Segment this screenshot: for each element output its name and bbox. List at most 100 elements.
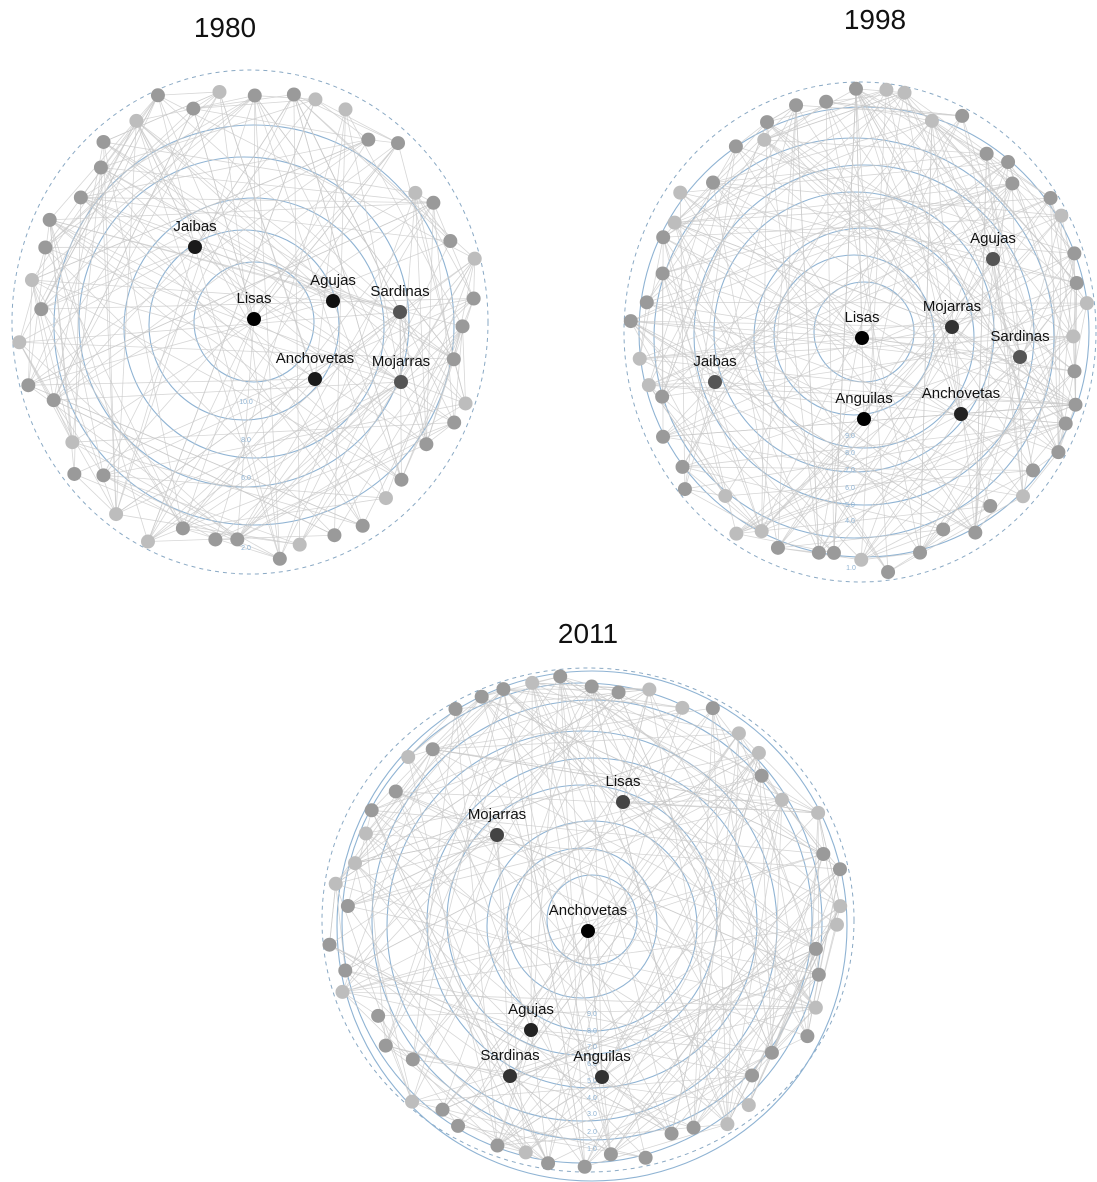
species-node <box>789 98 804 113</box>
trophic-link <box>639 302 1087 360</box>
trophic-link <box>49 219 402 481</box>
species-node <box>212 84 227 99</box>
species-node <box>12 335 27 350</box>
trophic-link <box>661 237 664 397</box>
trophic-link <box>53 381 402 401</box>
trophic-link <box>855 88 991 507</box>
trophic-link <box>399 311 402 383</box>
panel-title-2011: 2011 <box>557 618 619 649</box>
species-node <box>186 101 201 116</box>
species-node <box>808 941 823 956</box>
trophic-link <box>71 167 102 443</box>
trophic-link <box>1022 451 1059 497</box>
node-label-agujas: Agujas <box>508 1001 554 1018</box>
trophic-link <box>182 497 387 529</box>
trophic-link <box>591 686 841 907</box>
species-node <box>757 132 772 147</box>
trophic-link <box>509 974 819 1077</box>
trophic-link <box>951 258 994 328</box>
species-node <box>774 792 789 807</box>
species-node <box>1015 489 1030 504</box>
trophic-link <box>342 676 561 993</box>
trophic-link <box>147 99 316 542</box>
trophic-link <box>157 95 255 320</box>
species-node <box>673 185 688 200</box>
node-label-sardinas: Sardinas <box>480 1047 539 1064</box>
trophic-link <box>766 121 1059 453</box>
trophic-link <box>41 139 369 310</box>
trophic-link <box>771 799 783 1053</box>
trophic-link <box>49 219 427 445</box>
trophic-link <box>503 688 838 926</box>
trophic-link <box>532 682 819 814</box>
species-node <box>340 899 355 914</box>
ring-tick-label: 6.0 <box>845 485 855 492</box>
trophic-link <box>693 733 740 1128</box>
ring-tick-label: 6.0 <box>587 1061 597 1068</box>
trophic-link <box>601 799 783 1078</box>
trophic-link <box>157 94 475 260</box>
labeled-node-agujas <box>986 252 1000 266</box>
species-node <box>655 389 670 404</box>
trophic-link <box>738 733 783 800</box>
species-node <box>741 1098 756 1113</box>
trophic-link <box>591 686 817 1008</box>
trophic-link <box>412 1059 459 1127</box>
trophic-link <box>371 809 817 1009</box>
trophic-link <box>662 89 887 238</box>
species-node <box>968 525 983 540</box>
species-node <box>525 675 540 690</box>
species-node <box>96 468 111 483</box>
trophic-link <box>886 89 1074 337</box>
trophic-link <box>860 370 1075 561</box>
trophic-link <box>395 791 817 1009</box>
panel-1998: 9.0 8.0 7.0 6.0 5.0 4.0 1.0 Agujas Lisas Mojarras… <box>623 81 1097 583</box>
trophic-link <box>648 384 835 554</box>
species-node <box>1054 208 1069 223</box>
trophic-link <box>777 258 994 549</box>
species-node <box>854 552 869 567</box>
species-node <box>816 847 831 862</box>
species-node <box>247 88 262 103</box>
species-node <box>808 1000 823 1015</box>
trophic-link <box>531 682 753 1076</box>
species-node <box>308 92 323 107</box>
trophic-link <box>727 905 841 1125</box>
species-node <box>603 1147 618 1162</box>
trophic-link <box>412 688 504 1060</box>
trophic-link <box>712 708 728 1125</box>
trophic-link <box>27 91 220 386</box>
ring-tick-label: 8.0 <box>241 437 251 444</box>
trophic-link <box>662 436 1024 497</box>
trophic-link <box>951 282 1077 328</box>
panel-title-1998: 1998 <box>843 4 907 35</box>
trophic-link <box>293 94 301 545</box>
trophic-link <box>28 300 334 386</box>
species-node <box>833 899 848 914</box>
trophic-link <box>385 686 593 1046</box>
trophic-link <box>860 413 962 561</box>
trophic-ring <box>123 197 385 459</box>
species-node <box>1043 190 1058 205</box>
trophic-link <box>147 311 401 542</box>
trophic-link <box>826 101 963 117</box>
trophic-link <box>497 1075 753 1146</box>
trophic-link <box>531 682 647 1158</box>
trophic-link <box>335 692 619 885</box>
node-label-anchovetas: Anchovetas <box>922 385 1000 402</box>
species-node <box>656 230 671 245</box>
trophic-link <box>684 146 737 490</box>
trophic-link <box>103 474 216 540</box>
trophic-link <box>72 422 455 443</box>
trophic-link <box>618 692 773 1053</box>
trophic-link <box>662 336 1074 398</box>
trophic-link <box>818 336 1074 554</box>
trophic-link <box>412 707 683 1060</box>
trophic-link <box>584 799 783 1167</box>
trophic-link <box>649 689 808 1037</box>
species-node <box>391 136 406 151</box>
trophic-link <box>455 708 586 1167</box>
trophic-link <box>347 905 816 1009</box>
species-node <box>656 429 671 444</box>
node-label-agujas: Agujas <box>310 272 356 289</box>
